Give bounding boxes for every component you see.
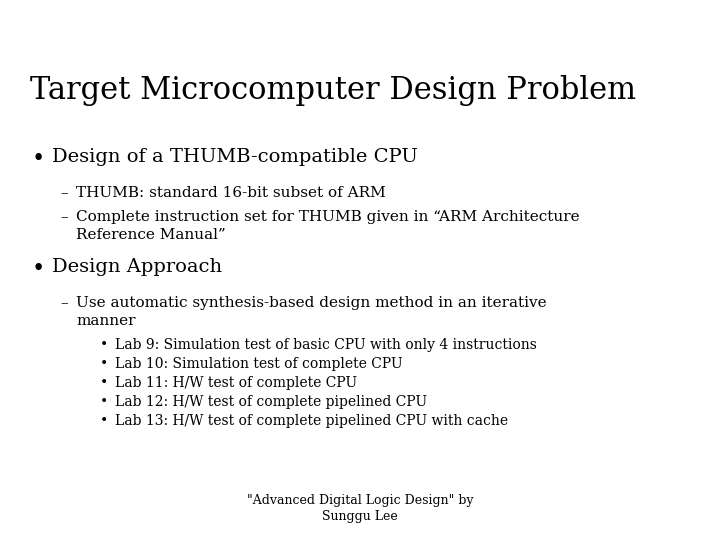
Text: Target Microcomputer Design Problem: Target Microcomputer Design Problem: [30, 75, 636, 106]
Text: •: •: [100, 357, 108, 371]
Text: •: •: [100, 395, 108, 409]
Text: •: •: [32, 148, 45, 170]
Text: Use automatic synthesis-based design method in an iterative: Use automatic synthesis-based design met…: [76, 296, 546, 310]
Text: Sunggu Lee: Sunggu Lee: [322, 510, 398, 523]
Text: THUMB: standard 16-bit subset of ARM: THUMB: standard 16-bit subset of ARM: [76, 186, 386, 200]
Text: Lab 9: Simulation test of basic CPU with only 4 instructions: Lab 9: Simulation test of basic CPU with…: [115, 338, 537, 352]
Text: –: –: [60, 296, 68, 310]
Text: •: •: [100, 338, 108, 352]
Text: Lab 11: H/W test of complete CPU: Lab 11: H/W test of complete CPU: [115, 376, 357, 390]
Text: –: –: [60, 210, 68, 224]
Text: •: •: [100, 376, 108, 390]
Text: •: •: [32, 258, 45, 280]
Text: manner: manner: [76, 314, 135, 328]
Text: Reference Manual”: Reference Manual”: [76, 228, 226, 242]
Text: Lab 13: H/W test of complete pipelined CPU with cache: Lab 13: H/W test of complete pipelined C…: [115, 414, 508, 428]
Text: Design of a THUMB-compatible CPU: Design of a THUMB-compatible CPU: [52, 148, 418, 166]
Text: –: –: [60, 186, 68, 200]
Text: •: •: [100, 414, 108, 428]
Text: Complete instruction set for THUMB given in “ARM Architecture: Complete instruction set for THUMB given…: [76, 210, 580, 224]
Text: Design Approach: Design Approach: [52, 258, 222, 276]
Text: Lab 10: Simulation test of complete CPU: Lab 10: Simulation test of complete CPU: [115, 357, 402, 371]
Text: Lab 12: H/W test of complete pipelined CPU: Lab 12: H/W test of complete pipelined C…: [115, 395, 427, 409]
Text: "Advanced Digital Logic Design" by: "Advanced Digital Logic Design" by: [247, 494, 473, 507]
